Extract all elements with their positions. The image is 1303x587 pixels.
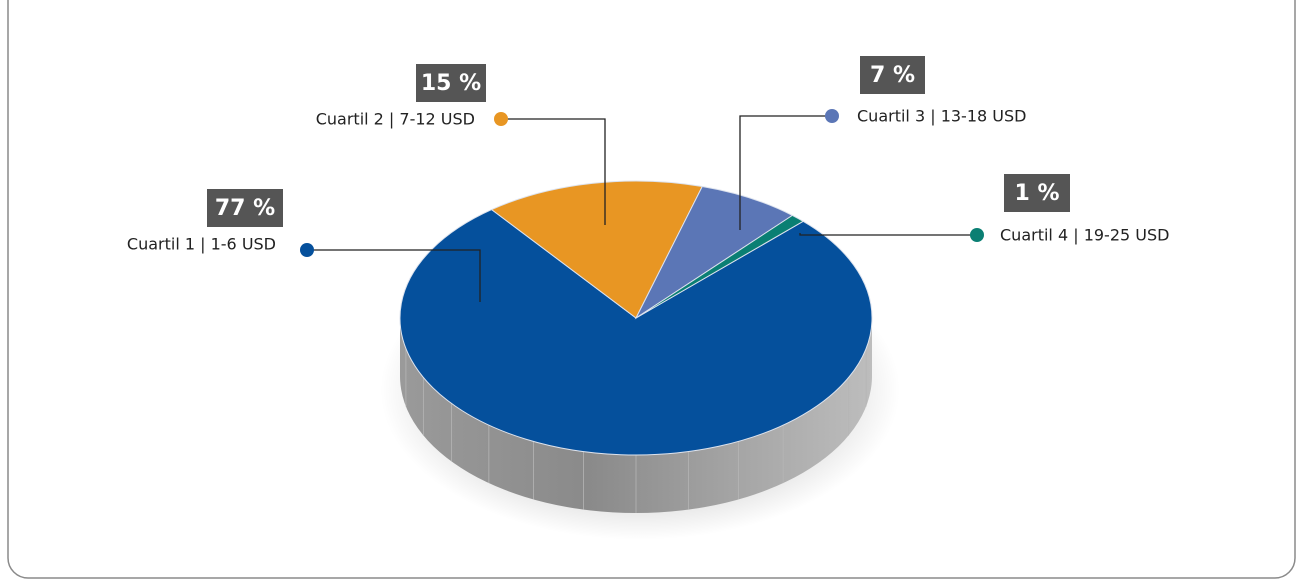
legend-dot [300, 243, 314, 257]
pie-slice [635, 214, 805, 319]
value-box [860, 56, 925, 94]
value-box [416, 64, 486, 102]
pie-slice [490, 180, 703, 319]
category-label: Cuartil 3 | 13-18 USD [857, 107, 1026, 126]
legend-dot [494, 112, 508, 126]
labels: Cuartil 1 | 1-6 USD 77 % Cuartil 2 | 7-12 … [127, 56, 1169, 302]
value-label: 77 % [215, 196, 275, 221]
leader-line [739, 115, 832, 230]
leader-line [307, 249, 481, 302]
value-box [1004, 174, 1070, 212]
value-label: 1 % [1014, 181, 1059, 206]
pie [399, 180, 873, 513]
pie-slice [399, 209, 873, 456]
category-label: Cuartil 4 | 19-25 USD [1000, 226, 1169, 245]
pie-side [400, 318, 872, 513]
value-box [207, 189, 283, 227]
value-label: 15 % [421, 71, 481, 96]
value-label: 7 % [870, 63, 915, 88]
leader-line [799, 233, 977, 236]
leader-line [501, 118, 606, 225]
category-label: Cuartil 1 | 1-6 USD [127, 235, 276, 254]
legend-dot [825, 109, 839, 123]
pie-slice [634, 185, 794, 320]
category-label: Cuartil 2 | 7-12 USD [316, 110, 475, 129]
legend-dot [970, 228, 984, 242]
